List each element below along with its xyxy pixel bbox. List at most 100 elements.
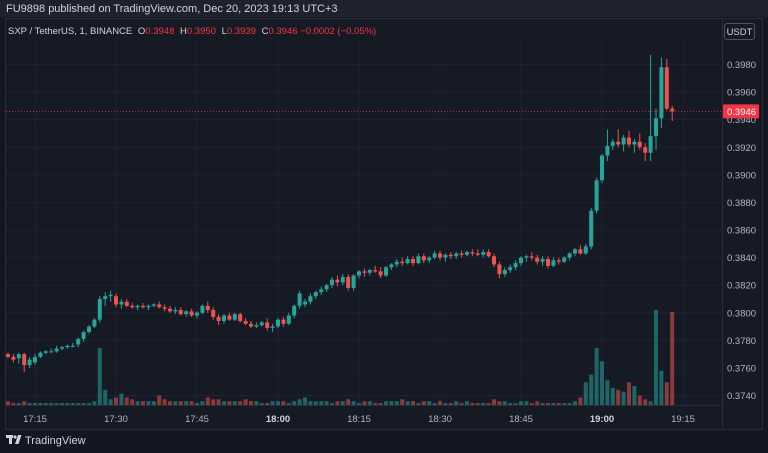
candle-body [637,141,642,148]
candle-body [357,271,361,276]
volume-bar [124,397,129,405]
candle [103,292,108,306]
candle-body [313,292,318,297]
volume-bar [400,399,405,405]
candle-body [664,67,669,109]
candle [205,301,210,313]
candle [486,249,491,258]
volume-bar [486,403,491,405]
candle-body [178,309,183,315]
volume-bar [594,348,599,405]
candle-body [16,354,21,359]
candle-body [519,257,523,264]
candle [162,304,167,312]
candle-body [151,304,156,306]
price-tick-label: 0.3920 [727,143,756,154]
volume-bar [195,403,199,405]
candle [11,354,16,363]
volume-bar [259,403,264,405]
volume-bar [49,403,54,405]
footer-brand[interactable]: TradingView [6,434,86,447]
candle [459,250,464,258]
volume-bar [654,310,658,405]
volume-bar [502,401,507,405]
candle [378,267,383,279]
candle-body [567,253,572,258]
candle-body [38,352,43,357]
tradingview-logo-icon [6,435,22,444]
volume-bar [627,382,631,405]
volume-bar [540,403,545,405]
candle-body [367,269,372,273]
volume-bar [173,401,178,405]
candle-body [114,296,118,305]
candle [627,130,631,148]
candle-body [340,276,345,283]
symbol-legend: SXP / TetherUS, 1, BINANCE O0.3948 H0.39… [8,26,376,37]
candle-body [475,253,480,255]
candle-body [643,147,648,153]
volume-bar [367,401,372,405]
candle-body [583,246,588,254]
time-tick-label: 18:30 [428,414,452,425]
candle-body [27,359,32,366]
volume-bar [535,401,540,405]
candle-body [330,279,334,286]
candle-body [448,254,453,257]
volume-bar [38,403,43,405]
volume-bar [243,399,248,405]
candle-body [162,307,167,309]
candle [470,249,475,257]
volume-bar [33,403,37,405]
currency-button[interactable]: USDT [724,23,755,40]
volume-bar [351,401,356,405]
chart-panel[interactable] [5,18,763,430]
volume-bar [465,401,469,405]
candle [654,108,658,151]
candle [97,296,102,323]
candle-body [621,137,626,145]
candle [648,54,653,162]
high-value: 0.3950 [186,26,216,37]
volume-bar [70,403,75,405]
candle [108,290,113,302]
candle [211,307,216,320]
candle-body [60,347,64,349]
volume-bar [432,403,437,405]
candle [33,354,37,366]
candle-body [297,293,302,306]
grid-lines [6,41,722,405]
candle [157,301,162,309]
candle [546,256,550,269]
candle [286,312,291,326]
volume-bar [448,403,453,405]
volume-bar [103,389,108,405]
candle-body [416,256,421,264]
candle [238,312,243,323]
volume-bar [389,401,394,405]
symbol-name[interactable]: SXP / TetherUS, 1, BINANCE [8,26,133,37]
candle [114,293,118,308]
candle-body [605,145,610,156]
open-value: 0.3948 [145,26,175,37]
candle-body [227,315,232,320]
candle-body [54,348,59,352]
candle [330,276,334,288]
candle [605,129,610,162]
close-value: 0.3946 [268,26,298,37]
volume-bar [459,403,464,405]
volume-bar [562,403,567,405]
candle-body [616,141,621,145]
volume-bar [119,393,124,405]
time-tick-label: 18:45 [509,414,533,425]
volume-bar [16,403,21,405]
candle-body [189,311,194,316]
candle [405,256,410,265]
candle-body [459,253,464,255]
candle [384,265,388,277]
candle [27,356,32,368]
time-tick-label: 19:00 [590,414,614,425]
volume-bar [200,401,205,405]
candle-body [259,322,264,326]
